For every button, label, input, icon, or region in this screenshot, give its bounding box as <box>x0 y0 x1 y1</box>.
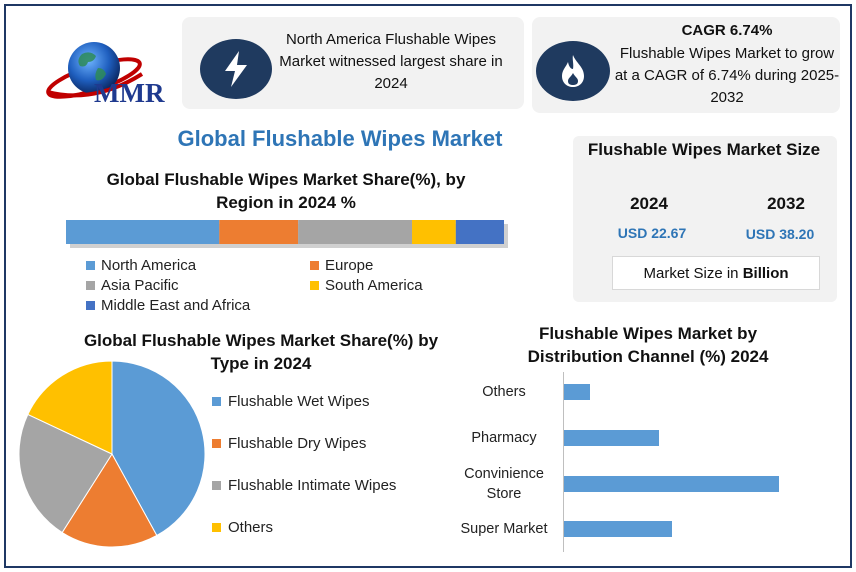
region-segment-middle-east-and-africa <box>455 220 504 244</box>
pie-slice-flushable-intimate-wipes <box>18 413 113 534</box>
year-2032: 2032 <box>767 194 805 213</box>
region-legend-north-america: North America <box>86 257 196 274</box>
type-pie-chart <box>18 360 206 548</box>
year-2024: 2024 <box>630 194 668 213</box>
region-legend-asia-pacific: Asia Pacific <box>86 277 179 294</box>
channel-bar-super-market <box>564 521 672 537</box>
region-legend-middle-east-and-africa: Middle East and Africa <box>86 297 250 314</box>
legend-swatch <box>310 281 319 290</box>
channel-label-convinience-store: Convinience Store <box>464 466 544 502</box>
north-america-share-text: North America Flushable Wipes Market wit… <box>279 31 503 92</box>
type-legend-flushable-wet-wipes: Flushable Wet Wipes <box>212 393 369 410</box>
legend-swatch <box>212 523 221 532</box>
legend-swatch <box>86 281 95 290</box>
legend-swatch <box>310 261 319 270</box>
legend-swatch <box>212 439 221 448</box>
region-chart-title: Global Flushable Wipes Market Share(%), … <box>106 170 466 212</box>
cagr-text: Flushable Wipes Market to grow at a CAGR… <box>614 45 840 106</box>
flame-icon <box>536 41 610 101</box>
legend-label: Flushable Intimate Wipes <box>228 477 397 494</box>
legend-swatch <box>212 481 221 490</box>
channel-label-others: Others <box>482 384 526 400</box>
legend-label: North America <box>101 257 197 274</box>
logo-text: MMR <box>94 78 165 108</box>
legend-swatch <box>212 397 221 406</box>
region-segment-north-america <box>66 220 220 244</box>
legend-label: Europe <box>325 257 374 274</box>
channel-label-super-market: Super Market <box>460 521 548 537</box>
legend-label: Flushable Wet Wipes <box>228 393 370 410</box>
channel-label-pharmacy: Pharmacy <box>471 430 537 446</box>
market-size-title: Flushable Wipes Market Size <box>587 140 821 159</box>
globe-icon <box>46 42 144 99</box>
region-segment-asia-pacific <box>298 220 413 244</box>
infographic-frame <box>4 4 852 568</box>
channel-bar-convinience-store <box>564 476 779 492</box>
unit-prefix: Market Size in <box>643 264 743 282</box>
value-2032: USD 38.20 <box>745 226 815 242</box>
legend-label: Middle East and Africa <box>101 297 251 314</box>
region-stacked-bar <box>66 220 508 248</box>
channel-chart-title: Flushable Wipes Market by Distribution C… <box>527 324 769 366</box>
legend-label: Asia Pacific <box>101 277 179 294</box>
channel-bar-pharmacy <box>564 430 659 446</box>
legend-swatch <box>86 301 95 310</box>
channel-bar-others <box>564 384 590 400</box>
legend-label: Flushable Dry Wipes <box>228 435 367 452</box>
pie-slice-flushable-wet-wipes <box>111 360 206 537</box>
region-segment-europe <box>219 220 299 244</box>
type-legend-flushable-dry-wipes: Flushable Dry Wipes <box>212 435 366 452</box>
legend-label: Others <box>228 519 274 536</box>
lightning-icon <box>200 39 272 99</box>
cagr-title: CAGR 6.74% <box>681 22 773 39</box>
legend-swatch <box>86 261 95 270</box>
region-segment-south-america <box>412 220 456 244</box>
type-chart-title: Global Flushable Wipes Market Share(%) b… <box>83 331 439 373</box>
channel-axis-line <box>563 372 564 552</box>
unit-bold: Billion <box>742 264 789 282</box>
highlight-card-north-america: North America Flushable Wipes Market wit… <box>182 17 524 109</box>
legend-label: South America <box>325 277 423 294</box>
market-size-unit: Market Size in Billion <box>612 256 820 290</box>
mmr-logo: MMR <box>34 34 174 114</box>
pie-slice-others <box>27 360 113 455</box>
value-2024: USD 22.67 <box>617 225 687 241</box>
region-legend-europe: Europe <box>310 257 373 274</box>
type-legend-flushable-intimate-wipes: Flushable Intimate Wipes <box>212 477 396 494</box>
pie-slice-flushable-dry-wipes <box>61 453 158 548</box>
highlight-card-cagr: CAGR 6.74% Flushable Wipes Market to gro… <box>532 17 840 113</box>
main-title: Global Flushable Wipes Market <box>177 126 503 151</box>
type-legend-others: Others <box>212 519 273 536</box>
region-legend-south-america: South America <box>310 277 423 294</box>
